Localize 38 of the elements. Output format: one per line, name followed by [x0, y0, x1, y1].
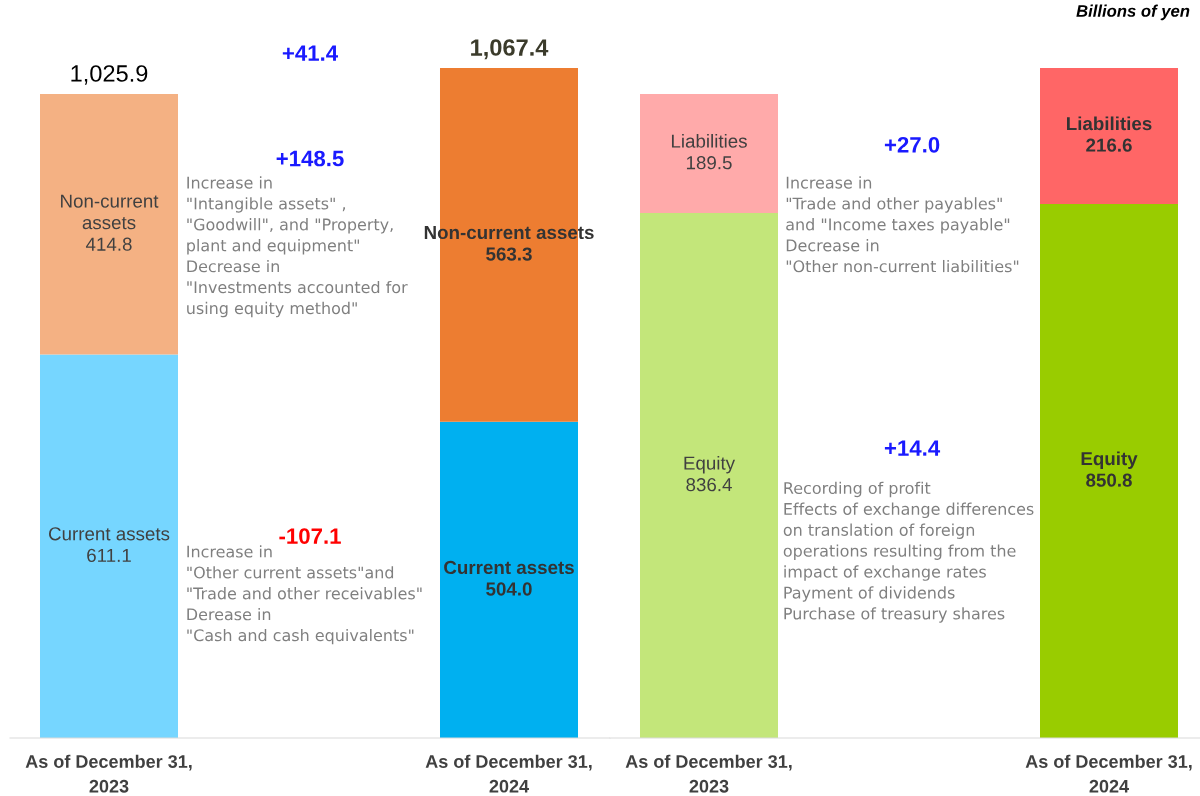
annotation: -107.1 — [279, 528, 341, 544]
data-label: 504.0 — [486, 582, 532, 596]
bar — [40, 94, 178, 355]
bar — [640, 213, 778, 738]
bar — [440, 421, 578, 738]
annotation: Increase in "Intangible assets" , "Goodwill", and "Property, plant and equipment" Decrease in "Investments accounted for using equity method" — [187, 176, 408, 318]
x-tick-label: As of December 31, 2023 — [25, 754, 192, 793]
annotation: +14.4 — [884, 440, 941, 456]
total-label: 1,067.4 — [471, 39, 549, 60]
x-tick-label: As of December 31, 2024 — [1025, 754, 1192, 793]
bar — [1040, 203, 1178, 738]
text: +41.4 — [282, 45, 338, 61]
series-label: Liabilities — [1067, 116, 1152, 131]
series-label: Current assets — [444, 560, 574, 575]
text: Non-current assets — [61, 194, 159, 230]
bar — [640, 94, 778, 213]
data-label: 189.5 — [686, 156, 732, 170]
data-label: 216.6 — [1086, 138, 1132, 152]
bar — [1040, 68, 1178, 204]
text: Equity — [684, 455, 736, 474]
annotation: Increase in "Other current assets"and "Trade and other receivables" Derease in "Cash and cash equivalents" — [187, 545, 422, 645]
data-label: 611.1 — [87, 548, 131, 563]
annotation: Recording of profit Effects of exchange differences on translation of foreign operations resulting from the impact of exchange rates Payment of dividends Purchase of treasury shares — [783, 481, 1034, 623]
data-label: 414.8 — [85, 237, 132, 251]
data-label: 850.8 — [1086, 473, 1132, 487]
text: Billions of yen — [1076, 4, 1190, 21]
annotation: +27.0 — [884, 136, 940, 153]
annotation: +148.5 — [276, 150, 344, 167]
total-label: 1,025.9 — [71, 65, 148, 85]
annotation: Increase in "Trade and other payables" and "Income taxes payable" Decrease in "Other non-current liabilities" — [786, 176, 1019, 273]
data-label: 563.3 — [486, 247, 532, 261]
series-label: Equity — [1081, 451, 1138, 469]
x-tick-label: As of December 31, 2023 — [625, 754, 792, 793]
text: Current assets — [49, 527, 170, 541]
text: Liabilities — [671, 134, 747, 148]
x-tick-label: As of December 31, 2024 — [425, 754, 592, 793]
data-label: 836.4 — [686, 478, 732, 492]
bar — [40, 354, 178, 738]
